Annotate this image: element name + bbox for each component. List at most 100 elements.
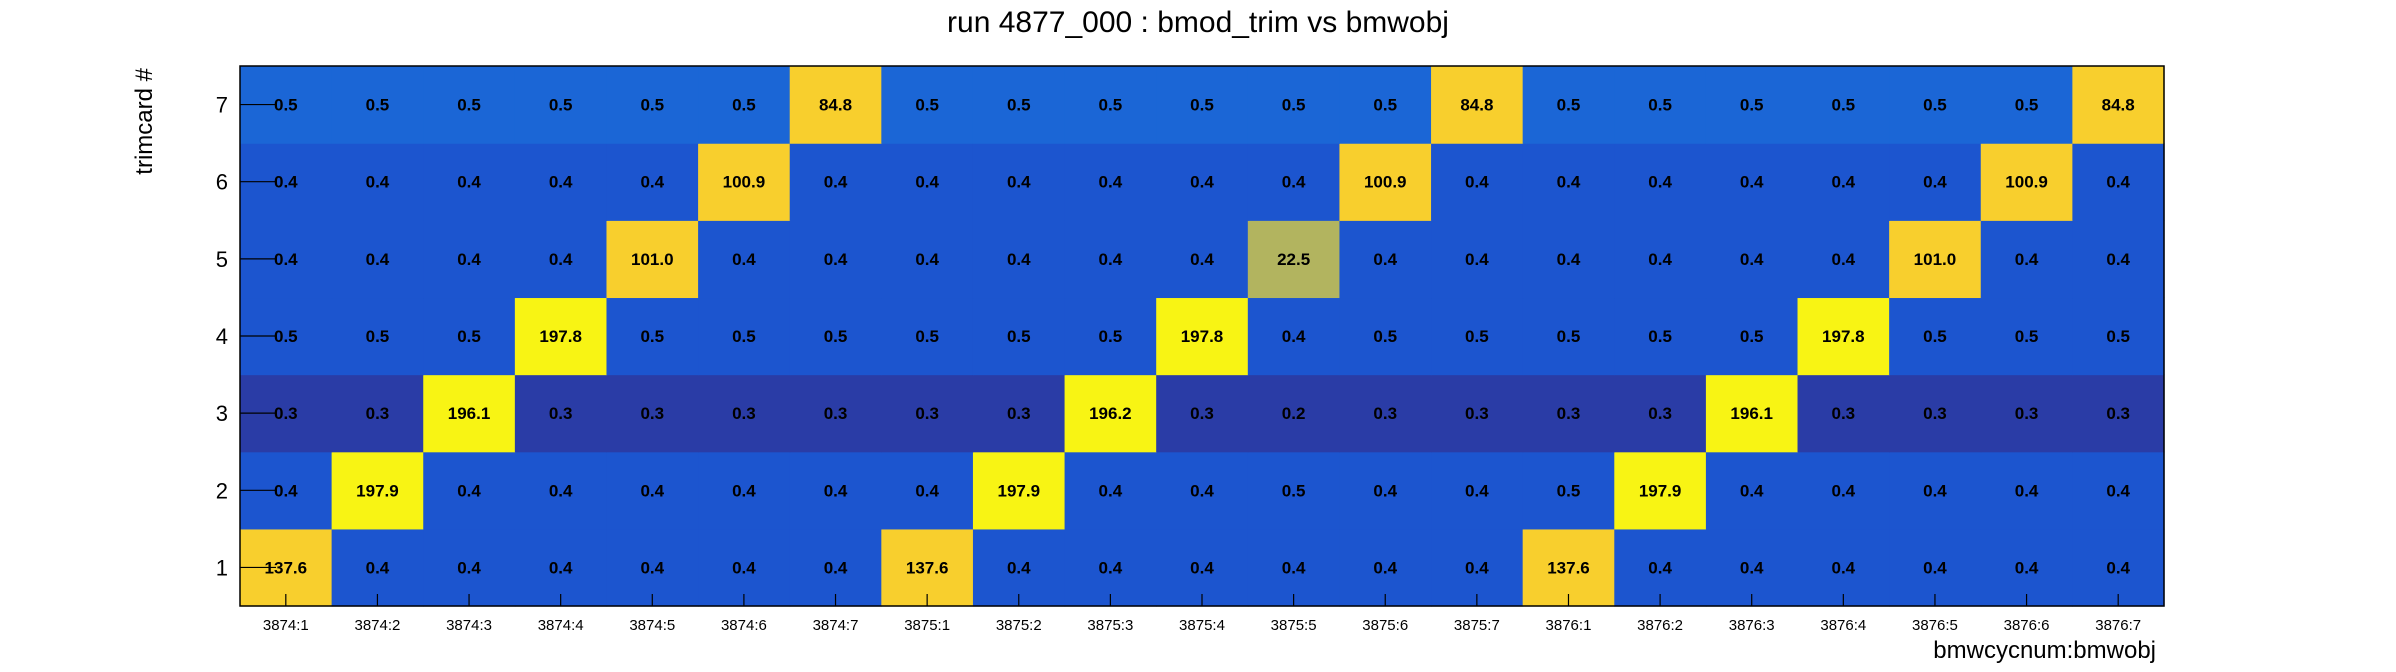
heatmap-cell <box>1339 374 1432 453</box>
heatmap-cell <box>1614 528 1707 607</box>
cell-value-label: 0.5 <box>1557 96 1581 115</box>
cell-value-label: 101.0 <box>631 250 674 269</box>
cell-value-label: 0.5 <box>366 327 390 346</box>
y-tick-label: 4 <box>216 324 228 349</box>
cell-value-label: 0.5 <box>274 96 298 115</box>
cell-value-label: 0.4 <box>1099 558 1123 577</box>
cell-value-label: 0.4 <box>824 250 848 269</box>
cell-value-label: 0.4 <box>732 250 756 269</box>
heatmap-cell <box>972 143 1066 221</box>
cell-value-label: 0.5 <box>732 327 756 346</box>
heatmap-cell <box>1614 66 1707 144</box>
cell-value-label: 0.4 <box>1007 558 1031 577</box>
heatmap-cell <box>881 528 974 607</box>
heatmap-cell <box>881 143 974 221</box>
cell-value-label: 0.3 <box>2106 404 2130 423</box>
heatmap-cell <box>1980 220 2073 299</box>
cell-value-label: 0.4 <box>1740 173 1764 192</box>
heatmap-cell <box>1522 143 1615 221</box>
heatmap-cell <box>2072 66 2165 144</box>
heatmap-cell <box>1614 297 1707 376</box>
cell-value-label: 0.3 <box>1373 404 1397 423</box>
heatmap-cell <box>1522 528 1615 607</box>
heatmap-cell <box>1064 528 1157 607</box>
heatmap-cell <box>1156 220 1249 299</box>
heatmap-cell <box>698 528 791 607</box>
heatmap-cell <box>972 220 1066 299</box>
heatmap-cell <box>698 451 791 530</box>
cell-value-label: 0.5 <box>1099 327 1123 346</box>
cell-value-label: 0.4 <box>640 481 664 500</box>
cell-value-label: 0.4 <box>1373 481 1397 500</box>
cell-value-label: 0.4 <box>274 173 298 192</box>
heatmap-cell <box>789 451 882 530</box>
cell-value-label: 0.4 <box>457 173 481 192</box>
cell-value-label: 0.4 <box>1557 250 1581 269</box>
heatmap-cell <box>331 451 424 530</box>
heatmap-cell <box>1889 297 1982 376</box>
heatmap-cell <box>331 66 424 144</box>
heatmap-cell <box>1156 297 1249 376</box>
cell-value-label: 0.5 <box>1832 96 1856 115</box>
y-axis-label: trimcard # <box>131 67 158 174</box>
cell-value-label: 0.4 <box>824 558 848 577</box>
heatmap-cell <box>1064 297 1157 376</box>
heatmap-cell <box>1522 66 1615 144</box>
cell-value-label: 0.5 <box>1740 96 1764 115</box>
heatmap-cell <box>423 451 516 530</box>
heatmap-cell <box>1980 374 2073 453</box>
cell-value-label: 0.4 <box>1099 173 1123 192</box>
heatmap-cell <box>1156 374 1249 453</box>
heatmap-cell <box>1247 220 1341 299</box>
cell-value-label: 0.5 <box>1557 481 1581 500</box>
heatmap-cell <box>1431 297 1524 376</box>
cell-value-label: 0.4 <box>457 558 481 577</box>
cell-value-label: 0.4 <box>1007 250 1031 269</box>
cell-value-label: 0.4 <box>549 173 573 192</box>
cell-value-label: 0.4 <box>2015 481 2039 500</box>
cell-value-label: 197.8 <box>1822 327 1865 346</box>
cell-value-label: 0.5 <box>1557 327 1581 346</box>
x-tick-label: 3875:7 <box>1454 617 1500 634</box>
cell-value-label: 84.8 <box>2102 96 2135 115</box>
x-tick-label: 3875:2 <box>996 617 1042 634</box>
heatmap-cell <box>881 297 974 376</box>
heatmap-cell <box>1797 297 1890 376</box>
cell-value-label: 0.4 <box>274 481 298 500</box>
cell-value-label: 0.3 <box>732 404 756 423</box>
heatmap-cell <box>881 66 974 144</box>
cell-value-label: 0.4 <box>1832 173 1856 192</box>
cell-value-label: 0.4 <box>1923 558 1947 577</box>
cell-value-label: 0.5 <box>1190 96 1214 115</box>
cell-value-label: 0.4 <box>1190 250 1214 269</box>
cell-value-label: 0.5 <box>732 96 756 115</box>
x-tick-label: 3874:1 <box>263 617 309 634</box>
heatmap-cell <box>698 66 791 144</box>
heatmap-cell <box>423 143 516 221</box>
heatmap-cell <box>1431 374 1524 453</box>
cell-value-label: 0.5 <box>1923 96 1947 115</box>
chart-title: run 4877_000 : bmod_trim vs bmwobj <box>947 6 1449 39</box>
x-tick-label: 3876:1 <box>1546 617 1592 634</box>
heatmap-cell <box>1980 66 2073 144</box>
cell-value-label: 137.6 <box>1547 558 1590 577</box>
heatmap-cell <box>1980 143 2073 221</box>
cell-value-label: 197.8 <box>539 327 582 346</box>
cell-value-label: 0.4 <box>732 558 756 577</box>
cell-value-label: 0.4 <box>640 558 664 577</box>
heatmap-cell <box>789 297 882 376</box>
heatmap-cell <box>1339 451 1432 530</box>
cell-value-label: 0.4 <box>1832 558 1856 577</box>
cell-value-label: 0.4 <box>457 250 481 269</box>
heatmap-cell <box>1797 143 1890 221</box>
heatmap-cell <box>1889 451 1982 530</box>
cell-value-label: 197.9 <box>997 481 1040 500</box>
cell-value-label: 0.4 <box>2106 173 2130 192</box>
heatmap-cell <box>606 451 699 530</box>
x-tick-label: 3876:3 <box>1729 617 1775 634</box>
cell-value-label: 0.4 <box>1007 173 1031 192</box>
x-tick-label: 3875:5 <box>1271 617 1317 634</box>
cell-value-label: 0.5 <box>1648 327 1672 346</box>
heatmap-cell <box>698 297 791 376</box>
y-tick-label: 7 <box>216 93 228 118</box>
